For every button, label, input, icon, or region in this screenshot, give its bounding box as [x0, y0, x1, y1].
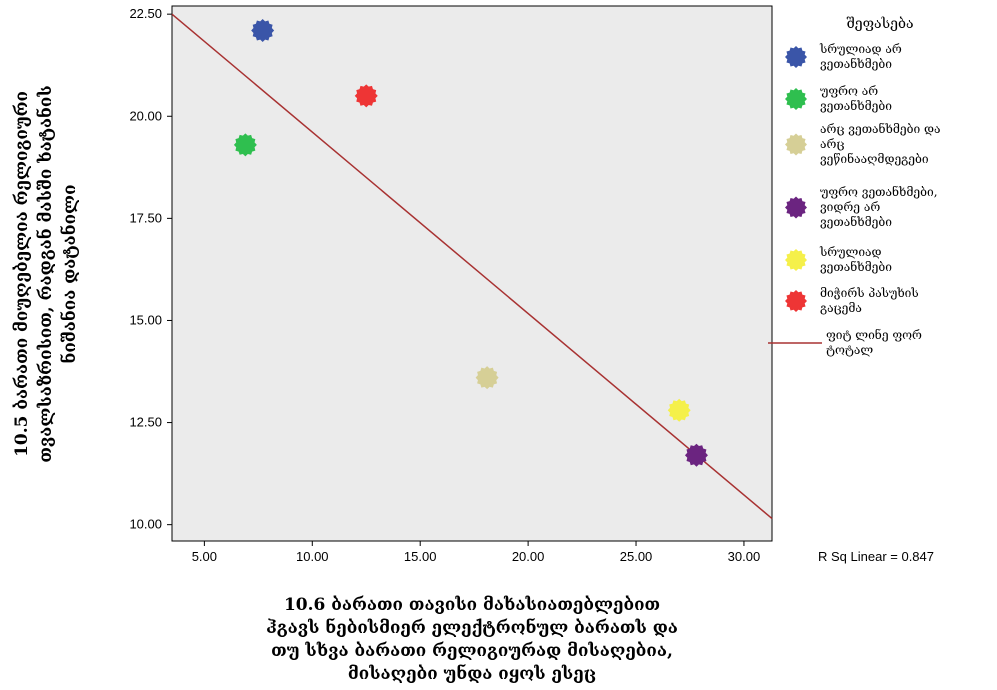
data-point — [475, 366, 499, 390]
legend-label: გაცემა — [820, 301, 862, 315]
legend-label: მიჭირს პასუხის — [820, 286, 919, 300]
x-axis-title: 10.6 ბარათი თავისი მახასიათებლებითჰგავს … — [266, 595, 678, 684]
data-point — [684, 443, 708, 467]
legend-label: ვიდრე არ — [820, 200, 880, 214]
legend-label: ვეწინააღმდეგები — [820, 151, 929, 166]
x-tick-label: 30.00 — [728, 549, 761, 564]
legend-label: ვეთანხმები — [820, 56, 892, 71]
x-tick-label: 15.00 — [404, 549, 437, 564]
legend-label: ვეთანხმები — [820, 214, 892, 229]
legend-label: უფრო არ — [820, 84, 878, 98]
legend-label: სრულიად — [819, 245, 882, 259]
data-point — [667, 398, 691, 422]
legend-label: ვეთანხმები — [820, 98, 892, 113]
y-tick-label: 20.00 — [129, 108, 162, 123]
data-point — [233, 133, 257, 157]
data-point — [354, 84, 378, 108]
x-axis-title-line: 10.6 ბარათი თავისი მახასიათებლებით — [284, 595, 660, 615]
x-tick-label: 10.00 — [296, 549, 329, 564]
y-axis-title-line: 10.5 ბარათი მიუღებელია რელიგიური — [12, 91, 32, 457]
legend-label: არც ვეთანხმები და — [820, 121, 941, 136]
legend-label: სრულიად არ — [819, 42, 902, 56]
legend-marker — [785, 46, 807, 68]
x-axis-title-line: მისაღები უნდა იყოს ესეც — [348, 663, 596, 684]
y-tick-label: 12.50 — [129, 415, 162, 430]
legend-label: უფრო ვეთანხმები, — [820, 184, 938, 199]
legend-label: ვეთანხმები — [820, 259, 892, 274]
legend-title: შეფასება — [846, 15, 913, 32]
legend-marker — [785, 133, 807, 156]
x-axis-title-line: ჰგავს ნებისმიერ ელექტრონულ ბარათს და — [266, 617, 678, 638]
legend-marker — [785, 196, 807, 219]
data-point — [251, 19, 275, 42]
r-squared-label: R Sq Linear = 0.847 — [818, 549, 934, 564]
data-points — [233, 19, 708, 467]
axis-ticks: 5.00 10.00 15.00 20.00 25.00 30.00 10.00 12.50 1… — [129, 6, 760, 564]
legend-fit-line-label: ტოტალ — [826, 343, 873, 357]
x-tick-label: 25.00 — [620, 549, 653, 564]
fit-line-group — [171, 13, 773, 520]
y-tick-label: 10.00 — [129, 517, 162, 532]
y-axis-title: 10.5 ბარათი მიუღებელია რელიგიური თვალსაზრ… — [12, 85, 80, 462]
y-tick-label: 22.50 — [129, 6, 162, 21]
legend-marker — [785, 249, 807, 271]
plot-area — [171, 5, 773, 542]
y-axis-title-line: თვალსაზრისით, რადგან მასში ხატანის — [35, 85, 56, 462]
y-tick-label: 15.00 — [129, 312, 162, 327]
fit-line — [171, 13, 773, 520]
legend-marker — [785, 88, 807, 110]
y-axis-title-line: ნიშანია დატანილი — [59, 184, 80, 363]
x-tick-label: 20.00 — [512, 549, 545, 564]
legend-fit-line-label: ფიტ ლინე ფორ — [826, 327, 922, 342]
legend-label: არც — [820, 137, 844, 151]
legend-marker — [785, 290, 807, 312]
y-tick-label: 17.50 — [129, 210, 162, 225]
x-tick-label: 5.00 — [192, 549, 217, 564]
x-axis-title-line: თუ სხვა ბარათი რელიგიურად მისაღებია, — [271, 641, 673, 661]
